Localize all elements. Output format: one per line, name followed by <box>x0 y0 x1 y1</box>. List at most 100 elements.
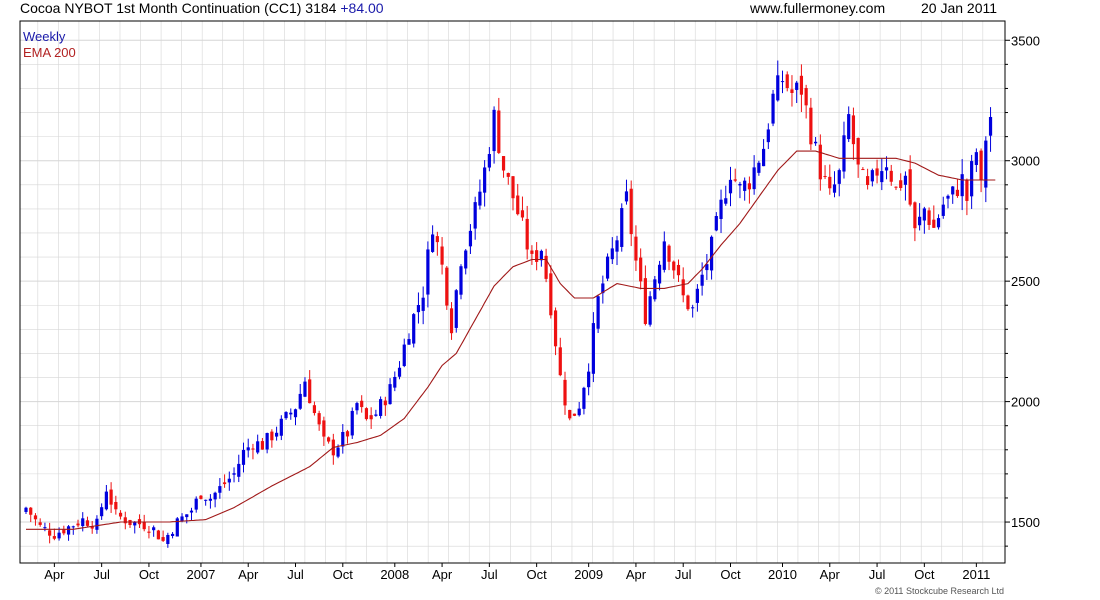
candle-body <box>76 523 80 526</box>
x-tick-label: Oct <box>139 567 160 582</box>
candle-body <box>828 176 832 189</box>
x-tick-label: Oct <box>720 567 741 582</box>
candle-body <box>279 418 283 436</box>
candle-body <box>478 191 482 206</box>
candle-body <box>643 278 647 324</box>
copyright-notice: © 2011 Stockcube Research Ltd <box>874 586 1004 596</box>
candle-body <box>695 288 699 303</box>
x-tick-label: Jul <box>675 567 692 582</box>
plot-frame <box>19 20 1006 564</box>
x-tick-label: Jul <box>93 567 110 582</box>
candle-body <box>66 526 71 535</box>
x-tick-label: Jul <box>869 567 886 582</box>
candle-body <box>497 110 501 153</box>
candle-body <box>719 199 723 219</box>
candle-body <box>558 347 562 376</box>
candle-body <box>237 463 241 477</box>
candle-body <box>960 174 964 197</box>
candle-body <box>568 409 572 419</box>
x-tick-label: Apr <box>238 567 259 582</box>
candle-body <box>511 176 515 199</box>
candle-body <box>539 250 543 261</box>
candle-body <box>501 156 506 171</box>
candle-body <box>185 514 189 518</box>
candle-body <box>256 441 260 453</box>
x-tick-label: Oct <box>333 567 354 582</box>
candle-body <box>676 264 681 276</box>
candle-body <box>109 489 113 505</box>
candle-body <box>468 230 473 247</box>
candle-body <box>582 387 586 409</box>
candle-body <box>161 537 165 541</box>
candle-body <box>657 264 662 284</box>
candle-body <box>100 507 104 517</box>
axes: 1500 2000 2500 3000 3500 Apr Jul Oct 2007 Apr Jul O… <box>44 33 1040 582</box>
y-tick-label: 3000 <box>1011 154 1040 169</box>
candle-body <box>71 526 75 528</box>
candle-body <box>487 154 491 168</box>
candle-body <box>341 431 345 447</box>
candle-body <box>379 399 383 416</box>
candle-body <box>795 82 799 90</box>
candle-body <box>322 420 326 437</box>
candle-body <box>662 241 666 270</box>
candle-body <box>227 478 231 483</box>
candle-body <box>941 204 945 216</box>
website-label: www.fullermoney.com <box>750 0 886 16</box>
ema-200-line <box>26 150 996 530</box>
candle-body <box>156 530 160 540</box>
candle-body <box>204 499 208 501</box>
candle-body <box>851 115 856 145</box>
candle-body <box>52 536 56 539</box>
candle-body <box>213 492 217 500</box>
x-tick-label: Oct <box>914 567 935 582</box>
candle-body <box>535 250 539 262</box>
candle-body <box>615 240 619 252</box>
candle-body <box>360 400 364 408</box>
legend-weekly: Weekly <box>23 29 66 44</box>
candle-body <box>317 413 321 425</box>
candle-body <box>350 410 354 436</box>
candle-body <box>747 183 752 190</box>
candle-body <box>856 137 860 165</box>
candle-body <box>454 290 458 328</box>
candle-body <box>62 529 66 534</box>
candle-body <box>492 109 496 152</box>
candle-body <box>733 179 737 181</box>
candle-body <box>440 246 444 265</box>
candle-body <box>587 371 591 388</box>
candle-body <box>771 93 775 124</box>
chart-title: Cocoa NYBOT 1st Month Continuation (CC1)… <box>20 0 384 16</box>
candle-body <box>194 498 198 510</box>
candle-body <box>979 150 983 181</box>
x-tick-label: 2009 <box>574 567 603 582</box>
grid-lines <box>20 21 1005 563</box>
candle-body <box>293 409 298 418</box>
candle-body <box>544 255 548 279</box>
candle-body <box>922 208 926 221</box>
x-tick-label: 2008 <box>380 567 409 582</box>
candle-body <box>118 512 123 517</box>
candle-body <box>265 433 269 450</box>
candle-body <box>222 482 227 485</box>
candle-body <box>818 144 822 180</box>
candle-body <box>308 379 312 404</box>
candle-body <box>596 296 600 329</box>
x-tick-label: 2011 <box>962 567 990 582</box>
x-tick-label: Jul <box>481 567 498 582</box>
candle-body <box>421 297 425 311</box>
candle-body <box>312 405 317 414</box>
candle-body <box>951 186 955 195</box>
candle-body <box>29 507 33 515</box>
candle-body <box>620 208 624 247</box>
candle-body <box>142 522 146 530</box>
x-tick-label: Oct <box>527 567 548 582</box>
candle-body <box>260 441 265 450</box>
candle-body <box>449 308 454 334</box>
candle-body <box>520 210 525 218</box>
candle-body <box>189 510 194 513</box>
date-label: 20 Jan 2011 <box>921 0 998 16</box>
candle-body <box>369 415 373 420</box>
candle-body <box>605 256 610 279</box>
candle-body <box>85 520 90 526</box>
